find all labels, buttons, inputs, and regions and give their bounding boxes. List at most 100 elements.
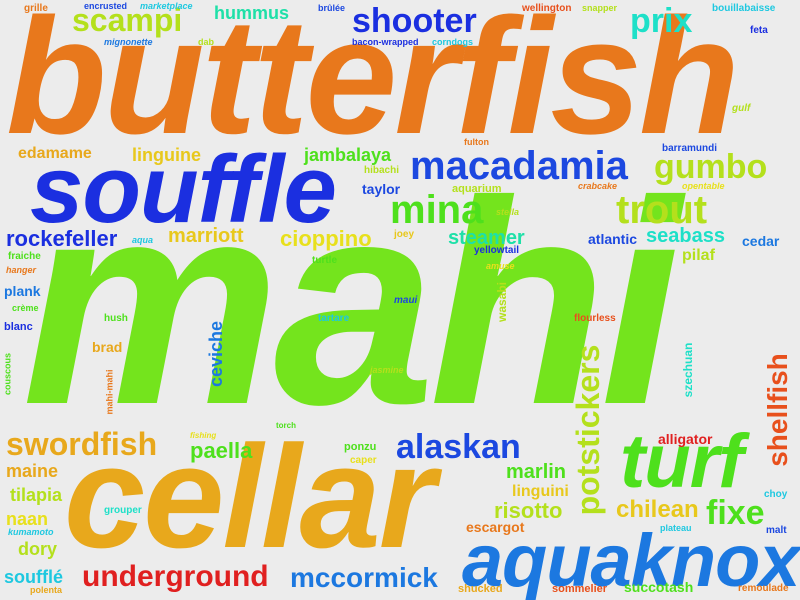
word-joey: joey bbox=[394, 229, 415, 240]
word-polenta: polenta bbox=[30, 585, 63, 595]
word-cedar: cedar bbox=[742, 233, 780, 249]
word-hanger: hanger bbox=[6, 265, 37, 275]
word-tilapia: tilapia bbox=[10, 485, 63, 505]
word-linguine: linguine bbox=[132, 145, 201, 165]
word-dory: dory bbox=[18, 539, 58, 559]
word-maine: maine bbox=[6, 461, 59, 481]
word-scampi: scampi bbox=[72, 2, 183, 38]
word-plank: plank bbox=[4, 283, 41, 299]
word-grouper: grouper bbox=[104, 505, 142, 516]
word-caper: caper bbox=[350, 455, 377, 466]
word-souffle: souffle bbox=[30, 136, 337, 243]
word-souffle-accent: soufflé bbox=[4, 567, 64, 587]
word-escargot: escargot bbox=[466, 519, 525, 535]
word-marketplace: marketplace bbox=[140, 1, 193, 11]
word-aqua: aqua bbox=[132, 235, 154, 245]
word-remoulade: remoulade bbox=[738, 583, 789, 594]
word-edamame: edamame bbox=[18, 145, 92, 162]
word-bacon-wrapped: bacon-wrapped bbox=[352, 37, 419, 47]
word-amuse: amuse bbox=[486, 261, 515, 271]
word-mignonette: mignonette bbox=[104, 37, 153, 47]
word-wasabi: wasabi bbox=[495, 281, 509, 323]
word-paella: paella bbox=[190, 438, 253, 463]
word-alaskan: alaskan bbox=[396, 428, 521, 466]
word-chilean: chilean bbox=[616, 496, 699, 523]
word-blanc: blanc bbox=[4, 321, 33, 333]
word-bouillabaisse: bouillabaisse bbox=[712, 3, 776, 14]
word-atlantic: atlantic bbox=[588, 231, 638, 247]
word-jasmine: jasmine bbox=[370, 365, 404, 375]
word-hush: hush bbox=[104, 313, 128, 324]
word-swordfish: swordfish bbox=[6, 426, 158, 462]
word-rockefeller: rockefeller bbox=[6, 226, 118, 251]
word-sommelier: sommelier bbox=[552, 583, 608, 595]
word-corndogs: corndogs bbox=[432, 37, 474, 47]
word-fishing: fishing bbox=[190, 431, 217, 440]
word-jambalaya: jambalaya bbox=[304, 145, 392, 165]
word-turtle: turtle bbox=[312, 255, 337, 266]
word-gumbo: gumbo bbox=[654, 148, 768, 186]
word-flourless: flourless bbox=[574, 313, 616, 324]
word-aquaknox: aquaknox bbox=[462, 519, 800, 600]
word-mina: mina bbox=[390, 188, 484, 232]
word-yellowtail: yellowtail bbox=[474, 245, 520, 256]
word-shellfish: shellfish bbox=[762, 353, 793, 467]
word-wellington: wellington bbox=[522, 3, 572, 14]
word-prix: prix bbox=[630, 2, 693, 40]
word-maui: maui bbox=[394, 295, 418, 306]
word-dab: dab bbox=[198, 37, 215, 47]
word-butterfish: butterfish bbox=[6, 0, 740, 168]
word-gulf: gulf bbox=[732, 103, 751, 114]
word-kumamoto: kumamoto bbox=[8, 527, 54, 537]
word-fixe: fixe bbox=[706, 494, 765, 532]
word-choy: choy bbox=[764, 489, 788, 500]
word-stella: stella bbox=[496, 207, 520, 217]
word-linguini: linguini bbox=[512, 483, 569, 500]
word-brulee: brûlée bbox=[318, 3, 346, 13]
word-taylor: taylor bbox=[362, 181, 401, 197]
word-couscous: couscous bbox=[2, 352, 13, 396]
word-mahi-mahi: mahi-mahi bbox=[104, 369, 115, 415]
word-cioppino: cioppino bbox=[280, 226, 372, 251]
word-hibachi: hibachi bbox=[364, 165, 400, 176]
word-feta: feta bbox=[750, 25, 768, 36]
word-creme: crème bbox=[12, 303, 39, 313]
word-mccormick: mccormick bbox=[290, 562, 438, 593]
word-szechuan: szechuan bbox=[681, 342, 695, 398]
word-pilaf: pilaf bbox=[682, 247, 715, 264]
word-torch: torch bbox=[276, 421, 296, 430]
word-ceviche: ceviche bbox=[206, 320, 226, 388]
word-succotash: succotash bbox=[624, 579, 694, 595]
word-hummus: hummus bbox=[214, 3, 290, 23]
word-tartare: tartare bbox=[318, 313, 350, 324]
word-shucked: shucked bbox=[458, 583, 503, 595]
word-steamer: steamer bbox=[448, 227, 525, 249]
word-opentable: opentable bbox=[682, 181, 725, 191]
word-aquarium: aquarium bbox=[452, 183, 502, 195]
word-malt: malt bbox=[766, 525, 787, 536]
word-shooter: shooter bbox=[352, 2, 477, 40]
word-grille: grille bbox=[24, 3, 48, 14]
word-encrusted: encrusted bbox=[84, 1, 128, 11]
word-plateau: plateau bbox=[660, 523, 692, 533]
word-fraiche: fraiche bbox=[8, 251, 41, 262]
word-naan: naan bbox=[6, 509, 49, 529]
word-macadamia: macadamia bbox=[410, 144, 628, 188]
word-snapper: snapper bbox=[582, 3, 618, 13]
word-brad: brad bbox=[92, 339, 123, 355]
word-cellar: cellar bbox=[64, 415, 436, 578]
word-trout: trout bbox=[616, 188, 708, 232]
word-mahi: mahi bbox=[22, 141, 681, 465]
word-risotto: risotto bbox=[494, 498, 563, 523]
word-ponzu: ponzu bbox=[344, 441, 377, 453]
word-underground: underground bbox=[82, 560, 269, 593]
word-alligator: alligator bbox=[658, 431, 713, 447]
word-seabass: seabass bbox=[646, 225, 725, 247]
word-fulton: fulton bbox=[464, 137, 489, 147]
word-turf: turf bbox=[620, 419, 744, 504]
word-barramundi: barramundi bbox=[662, 143, 718, 154]
word-crabcake: crabcake bbox=[578, 181, 618, 191]
word-marlin: marlin bbox=[506, 461, 567, 483]
word-potstickers: potstickers bbox=[570, 344, 606, 516]
